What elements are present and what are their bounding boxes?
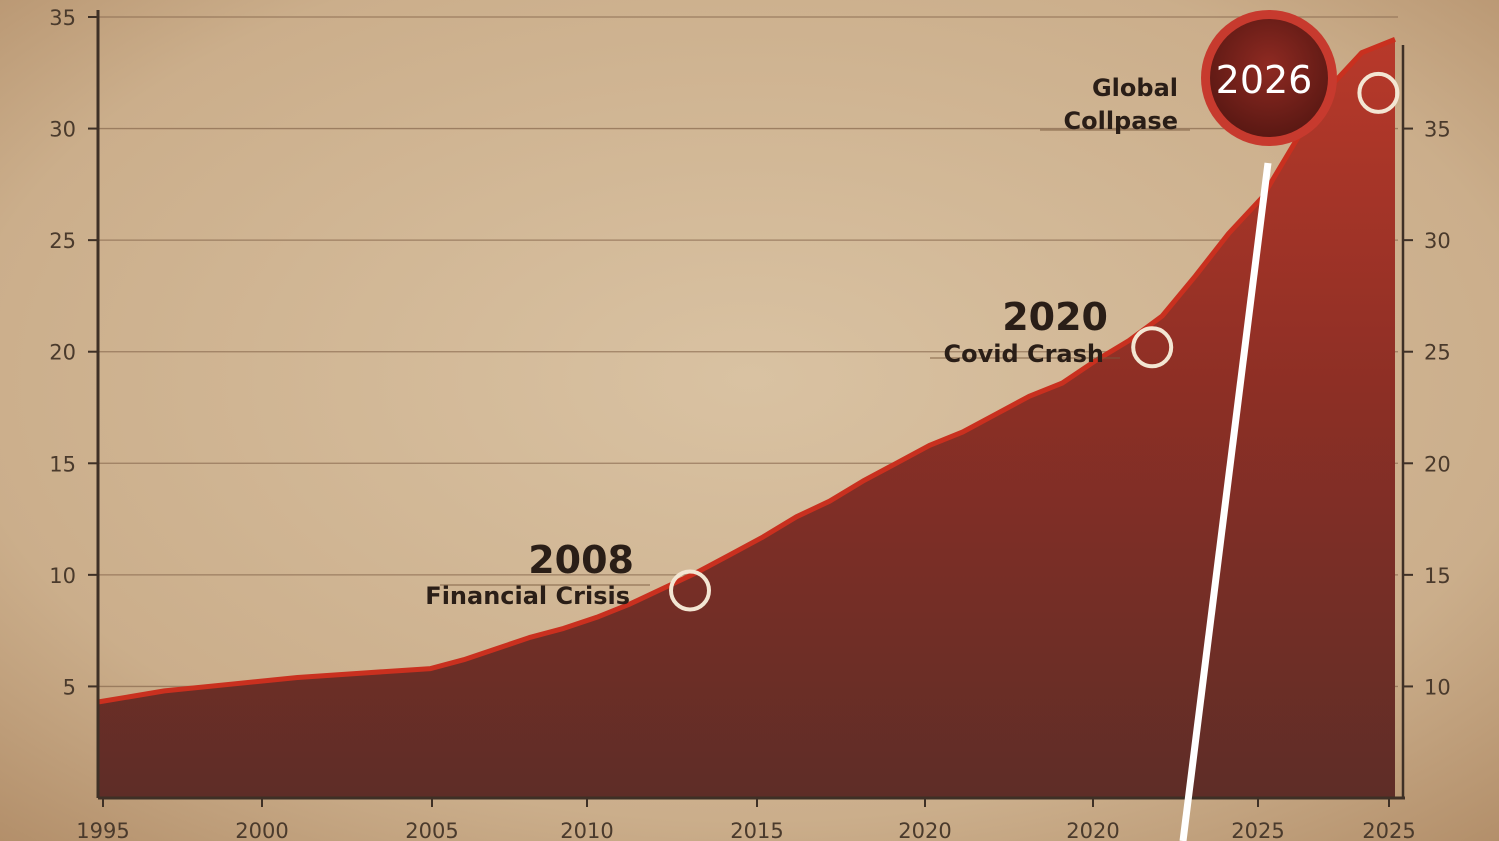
left-tick-label: 15 [49,452,76,476]
left-tick-label: 35 [49,6,76,30]
annotation-marker [669,569,711,612]
right-tick-label: 30 [1424,229,1451,253]
annotation-label-line-2: Collpase [1064,107,1179,135]
x-tick-label: 2005 [405,819,458,841]
right-tick-label: 25 [1424,341,1451,365]
x-tick-label: 1995 [76,819,129,841]
right-tick-label: 10 [1424,675,1451,699]
left-tick-label: 20 [49,341,76,365]
annotation-year: 2020 [1002,295,1108,339]
x-tick-label: 2020 [1066,819,1119,841]
series-line [97,36,1396,705]
annotation-label-line-1: Global [1092,74,1178,102]
right-tick-label: 35 [1424,118,1451,142]
annotation-year: 2008 [528,538,634,582]
x-tick-label: 2000 [235,819,288,841]
year-bubble [1210,19,1328,137]
left-axis-ticks: 35 30 25 20 15 10 5 [49,6,98,699]
annotation-covid-crash: 2020 Covid Crash [930,295,1174,369]
x-tick-label: 2015 [730,819,783,841]
right-tick-label: 15 [1424,564,1451,588]
x-tick-label: 2020 [898,819,951,841]
left-tick-label: 30 [49,118,76,142]
annotation-label: Covid Crash [943,340,1104,368]
annotation-marker [1357,71,1400,114]
left-tick-label: 10 [49,564,76,588]
annotation-year: 2026 [1216,58,1313,102]
right-tick-label: 20 [1424,452,1451,476]
white-pointer-line [1179,162,1272,841]
x-tick-label: 2010 [560,819,613,841]
annotation-label: Financial Crisis [425,582,630,610]
annotation-marker [1131,326,1174,369]
area-layer [97,36,1396,799]
left-tick-label: 25 [49,229,76,253]
right-axis-ticks: 35 30 25 20 15 10 [1403,118,1451,699]
left-tick-label: 5 [63,675,76,699]
x-axis-ticks: 1995 2000 2005 2010 2015 2020 2020 2025 2025 [76,798,1416,841]
x-tick-label: 2025 [1362,819,1415,841]
series-area [98,39,1395,799]
x-tick-label: 2025 [1231,819,1284,841]
annotation-financial-crisis: 2008 Financial Crisis [425,538,711,612]
annotation-global-collapse: Global Collpase 2026 [1040,10,1400,146]
